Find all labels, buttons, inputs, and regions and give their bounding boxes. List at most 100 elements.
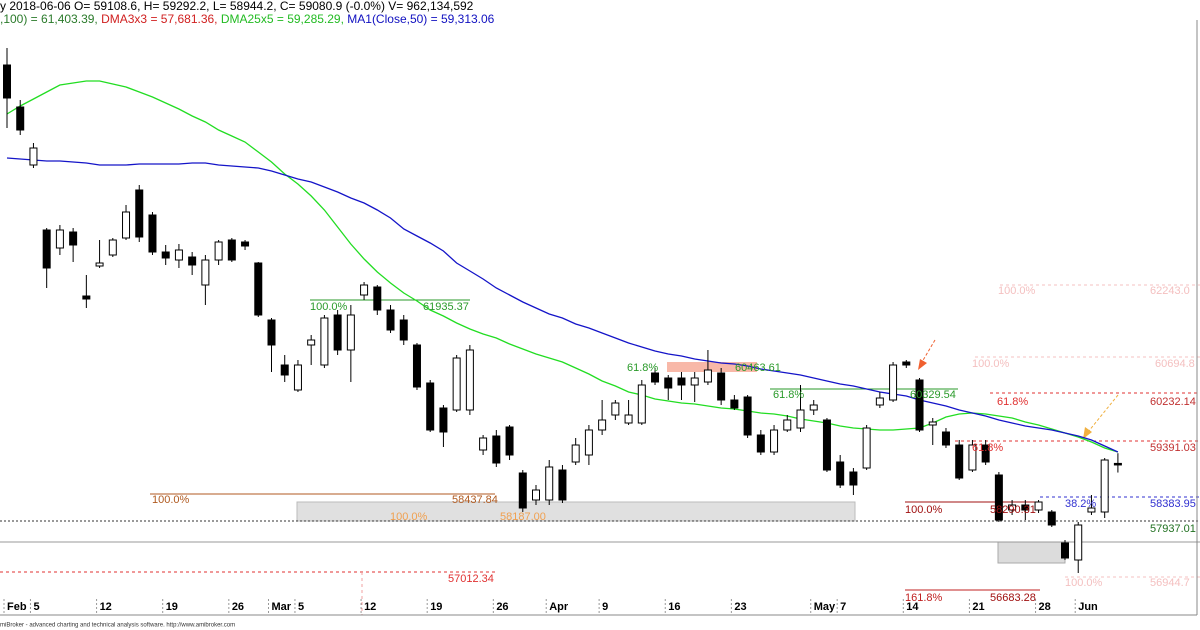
candle-body <box>571 444 580 463</box>
annotation: 59391.03 <box>1150 442 1196 454</box>
annotation: 61935.37 <box>423 301 469 313</box>
candle-body <box>664 377 673 389</box>
candle-body <box>730 399 739 409</box>
candle-body <box>928 421 937 426</box>
candle-body <box>95 262 104 267</box>
candle-body <box>426 382 435 431</box>
x-tick-label: Apr <box>549 601 569 613</box>
arrow-head <box>918 359 927 370</box>
candle-body <box>254 262 263 316</box>
x-tick-label: 23 <box>734 601 746 613</box>
annotation: 100.0% <box>152 494 190 506</box>
candle-body <box>201 259 210 286</box>
candle-body <box>135 189 144 238</box>
candle-body <box>994 474 1003 521</box>
annotation: 61.8% <box>773 389 804 401</box>
annotation: 60694.8 <box>1155 358 1195 370</box>
candle-body <box>690 377 699 386</box>
x-tick-label: 5 <box>298 601 304 613</box>
candle-body <box>267 319 276 346</box>
annotation: 100.0% <box>310 301 348 313</box>
candle-body <box>122 211 131 239</box>
annotation: 58290.31 <box>990 504 1036 516</box>
zone-box <box>997 541 1066 564</box>
header-segment: DMA25x5 = 59,285.29, <box>221 12 347 26</box>
candle-body <box>1061 542 1069 559</box>
candle-body <box>822 419 831 471</box>
candle-body <box>889 364 898 401</box>
candle-body <box>624 414 633 424</box>
annotation: 161.8% <box>905 592 943 604</box>
candle-body <box>293 364 302 391</box>
x-tick-label: 19 <box>166 601 178 613</box>
x-tick-label: 7 <box>840 601 846 613</box>
annotation: 100.0% <box>1065 577 1103 589</box>
candle-body <box>148 214 157 253</box>
header-line: y 2018-06-06 O= 59108.6, H= 59292.2, L= … <box>0 0 474 13</box>
annotation: 60463.61 <box>735 362 781 374</box>
candle-body <box>743 396 752 436</box>
x-tick-label: May <box>814 601 836 613</box>
annotation: 100.0% <box>998 285 1036 297</box>
candle-body <box>875 397 884 406</box>
candle-body <box>42 229 51 269</box>
candle-body <box>69 231 78 246</box>
candle-body <box>188 256 197 266</box>
candle-body <box>981 444 990 463</box>
annotation: 58383.95 <box>1150 498 1196 510</box>
header-line: ,100) = 61,403.39, DMA3x3 = 57,681.36, D… <box>0 12 495 26</box>
candle-body <box>1008 504 1017 511</box>
candle-body <box>227 239 236 261</box>
header-segment: ,100) = 61,403.39, <box>0 12 101 26</box>
drawing-tools <box>0 20 1200 616</box>
candle-body <box>55 229 64 249</box>
annotation: 61.8% <box>997 396 1028 408</box>
x-tick-label: 28 <box>1039 601 1051 613</box>
candle-body <box>968 444 977 471</box>
arrow <box>1087 394 1119 433</box>
candle-body <box>1074 524 1083 561</box>
candle-body <box>479 437 488 451</box>
footer: miBroker - advanced charting and technic… <box>0 623 235 629</box>
candle-body <box>770 429 779 453</box>
candle-body <box>717 372 726 401</box>
x-tick-label: 9 <box>602 601 608 613</box>
annotation: 100.0% <box>390 511 428 523</box>
candle-body <box>161 251 170 259</box>
x-tick-label: Jun <box>1078 601 1098 613</box>
candle-body <box>465 349 474 411</box>
candle-body <box>677 377 686 386</box>
candle-body <box>532 489 540 501</box>
candle-body <box>1113 462 1122 466</box>
annotation: 60232.14 <box>1150 396 1196 408</box>
annotation: 58437.84 <box>452 494 498 506</box>
candle-body <box>558 469 567 501</box>
arrow-head <box>1083 427 1092 439</box>
annotation: 56944.7 <box>1150 577 1190 589</box>
x-tick-label: 5 <box>33 601 39 613</box>
annotation: 62243.0 <box>1150 285 1190 297</box>
x-tick-label: 26 <box>496 601 508 613</box>
candle-body <box>902 361 911 366</box>
candle-body <box>545 466 554 501</box>
candle-body <box>452 357 461 411</box>
candle-body <box>3 64 11 99</box>
candle-body <box>862 427 871 469</box>
x-tick-label: 21 <box>972 601 984 613</box>
candle-body <box>29 147 38 166</box>
annotation: 58187.00 <box>500 511 546 523</box>
header-segment: DMA3x3 = 57,681.36, <box>101 12 221 26</box>
candle-body <box>82 295 91 300</box>
annotation: 100.0% <box>905 504 943 516</box>
candle-body <box>584 429 593 456</box>
zone-box <box>296 501 856 522</box>
x-tick-label: 12 <box>100 601 112 613</box>
candle-body <box>108 239 117 256</box>
candle-body <box>386 309 395 331</box>
candle-body <box>518 472 527 509</box>
candle-body <box>1021 504 1030 511</box>
candle-body <box>241 241 250 247</box>
x-tick-label: 12 <box>364 601 376 613</box>
candle-body <box>783 419 792 431</box>
